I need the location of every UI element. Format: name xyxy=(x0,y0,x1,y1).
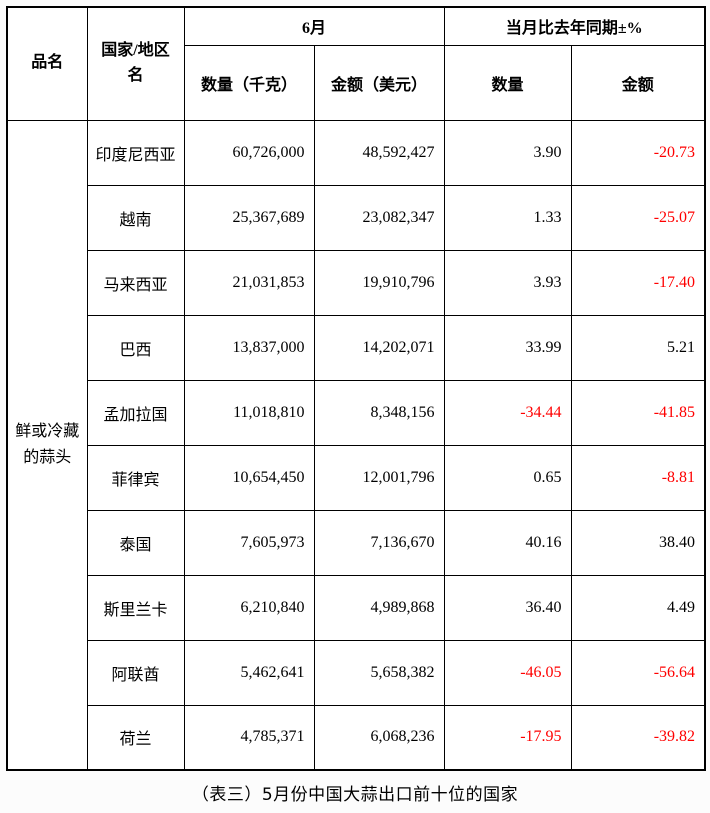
country-cell: 菲律宾 xyxy=(86,444,185,511)
table-row: 鲜或冷藏 的蒜头 印度尼西亚 60,726,000 48,592,427 3.90… xyxy=(6,119,706,771)
header-row-groups: 品名 国家/地区 名 6月 当月比去年同期±% xyxy=(6,6,706,121)
table-row: 菲律宾 10,654,450 12,001,796 0.65 -8.81 xyxy=(7,444,706,511)
amount-cell: 5,658,382 xyxy=(313,639,445,706)
quantity-yoy-cell: 36.40 xyxy=(443,574,572,641)
quantity-cell: 21,031,853 xyxy=(183,249,315,316)
country-cell: 荷兰 xyxy=(86,704,185,771)
country-cell: 斯里兰卡 xyxy=(86,574,185,641)
country-cell: 马来西亚 xyxy=(86,249,185,316)
quantity-cell: 4,785,371 xyxy=(183,704,315,771)
table-row: 泰国 7,605,973 7,136,670 40.16 38.40 xyxy=(7,509,706,576)
quantity-cell: 7,605,973 xyxy=(183,509,315,576)
amount-cell: 19,910,796 xyxy=(313,249,445,316)
quantity-cell: 25,367,689 xyxy=(183,184,315,251)
garlic-export-table: 品名 国家/地区 名 6月 当月比去年同期±% 数量（千克） 金额（美元） 数量… xyxy=(6,6,707,771)
quantity-cell: 11,018,810 xyxy=(183,379,315,446)
amount-yoy-cell: -8.81 xyxy=(570,444,706,511)
quantity-yoy-cell: 3.90 xyxy=(443,119,572,186)
quantity-yoy-cell: -46.05 xyxy=(443,639,572,706)
header-qty-yoy: 数量 xyxy=(443,44,572,121)
table-caption: （表三）5月份中国大蒜出口前十位的国家 xyxy=(191,785,519,805)
amount-cell: 6,068,236 xyxy=(313,704,445,771)
quantity-yoy-cell: 40.16 xyxy=(443,509,572,576)
quantity-cell: 5,462,641 xyxy=(183,639,315,706)
table-body: 鲜或冷藏 的蒜头 印度尼西亚 60,726,000 48,592,427 3.90… xyxy=(6,119,706,771)
amount-yoy-cell: -39.82 xyxy=(570,704,706,771)
table-row: 越南 25,367,689 23,082,347 1.33 -25.07 xyxy=(7,184,706,251)
header-amt-yoy: 金额 xyxy=(570,44,706,121)
header-country-col: 国家/地区 名 xyxy=(86,6,185,121)
quantity-cell: 60,726,000 xyxy=(183,119,315,186)
amount-cell: 48,592,427 xyxy=(313,119,445,186)
quantity-yoy-cell: 33.99 xyxy=(443,314,572,381)
amount-yoy-cell: 38.40 xyxy=(570,509,706,576)
header-product-col: 品名 xyxy=(6,6,88,121)
quantity-yoy-cell: 0.65 xyxy=(443,444,572,511)
amount-yoy-cell: -17.40 xyxy=(570,249,706,316)
amount-cell: 7,136,670 xyxy=(313,509,445,576)
amount-cell: 12,001,796 xyxy=(313,444,445,511)
country-cell: 巴西 xyxy=(86,314,185,381)
product-name-cell: 鲜或冷藏 的蒜头 xyxy=(6,119,88,771)
table-row: 马来西亚 21,031,853 19,910,796 3.93 -17.40 xyxy=(7,249,706,316)
table-row: 荷兰 4,785,371 6,068,236 -17.95 -39.82 xyxy=(7,704,706,771)
header-yoy-group: 当月比去年同期±% xyxy=(443,6,706,46)
table-row: 斯里兰卡 6,210,840 4,989,868 36.40 4.49 xyxy=(7,574,706,641)
amount-yoy-cell: -41.85 xyxy=(570,379,706,446)
quantity-cell: 13,837,000 xyxy=(183,314,315,381)
amount-cell: 8,348,156 xyxy=(313,379,445,446)
amount-cell: 23,082,347 xyxy=(313,184,445,251)
country-cell: 孟加拉国 xyxy=(86,379,185,446)
table-row: 阿联酋 5,462,641 5,658,382 -46.05 -56.64 xyxy=(7,639,706,706)
quantity-yoy-cell: -34.44 xyxy=(443,379,572,446)
quantity-yoy-cell: 1.33 xyxy=(443,184,572,251)
quantity-yoy-cell: -17.95 xyxy=(443,704,572,771)
amount-yoy-cell: -20.73 xyxy=(570,119,706,186)
amount-yoy-cell: -25.07 xyxy=(570,184,706,251)
quantity-cell: 6,210,840 xyxy=(183,574,315,641)
amount-cell: 14,202,071 xyxy=(313,314,445,381)
header-qty-kg: 数量（千克） xyxy=(183,44,315,121)
country-cell: 越南 xyxy=(86,184,185,251)
quantity-yoy-cell: 3.93 xyxy=(443,249,572,316)
amount-yoy-cell: 5.21 xyxy=(570,314,706,381)
amount-cell: 4,989,868 xyxy=(313,574,445,641)
country-cell: 印度尼西亚 xyxy=(86,119,185,186)
country-cell: 泰国 xyxy=(86,509,185,576)
amount-yoy-cell: 4.49 xyxy=(570,574,706,641)
quantity-cell: 10,654,450 xyxy=(183,444,315,511)
country-cell: 阿联酋 xyxy=(86,639,185,706)
header-month-group: 6月 xyxy=(183,6,445,46)
amount-yoy-cell: -56.64 xyxy=(570,639,706,706)
table-row: 孟加拉国 11,018,810 8,348,156 -34.44 -41.85 xyxy=(7,379,706,446)
table-row: 巴西 13,837,000 14,202,071 33.99 5.21 xyxy=(7,314,706,381)
header-row-subcols: 数量（千克） 金额（美元） 数量 金额 xyxy=(7,44,706,121)
header-amt-usd: 金额（美元） xyxy=(313,44,445,121)
